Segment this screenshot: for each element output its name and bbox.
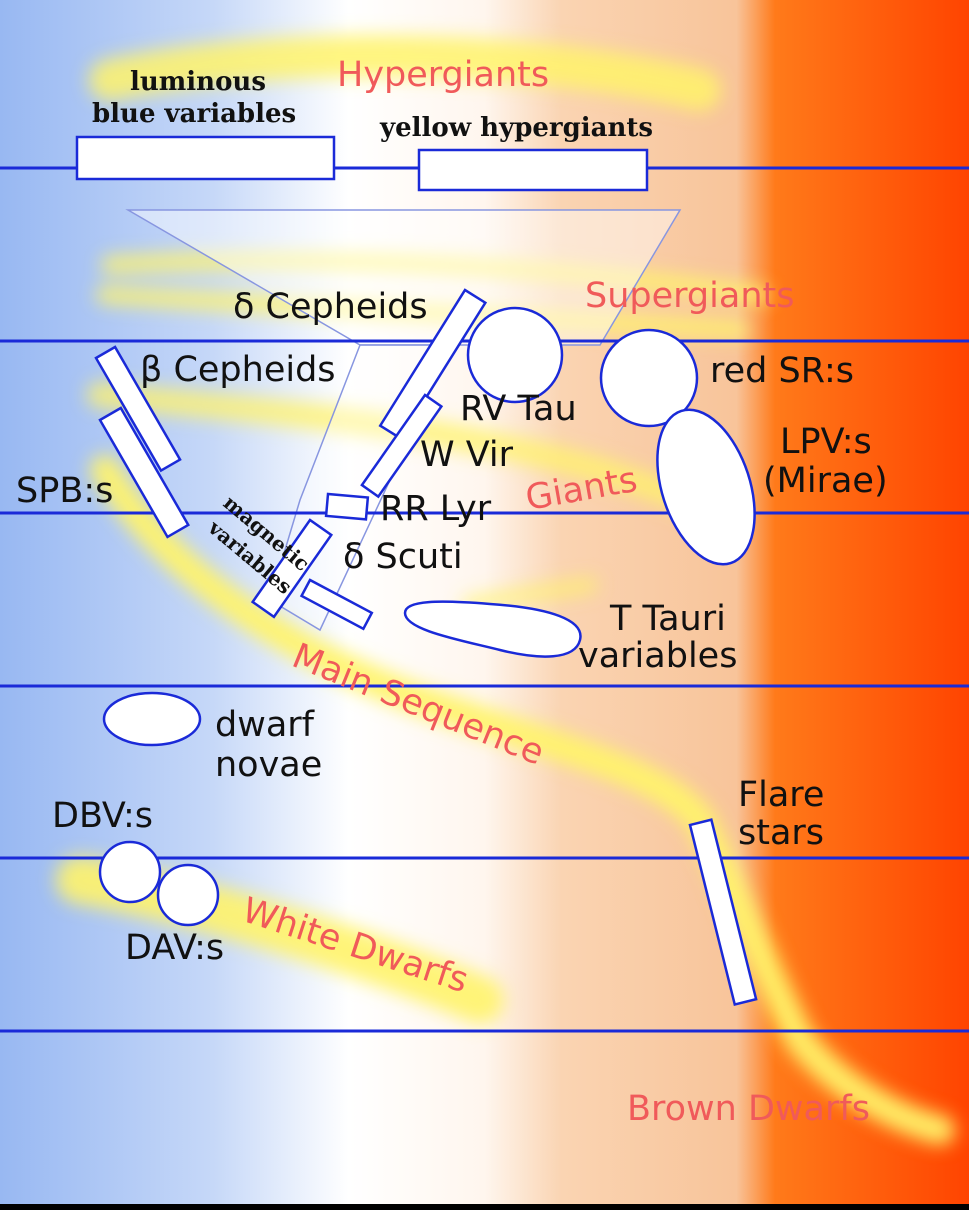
red-sr-region (599, 328, 699, 428)
yellow-hypergiant-region (417, 148, 649, 192)
lbv-region (75, 135, 336, 181)
beta-cepheid-strip (94, 345, 182, 473)
flare-stars-label-line1: Flare (738, 775, 824, 815)
w-vir-label: W Vir (420, 435, 514, 475)
instability-strip (125, 209, 682, 346)
rv-tau-region (466, 306, 564, 404)
flare-stars-label-line2: stars (738, 813, 824, 853)
lpv-region (656, 408, 756, 566)
lpvs-label-line2: (Mirae) (763, 461, 888, 501)
pre-main-sequence-band (462, 577, 598, 613)
rr-lyr-label: RR Lyr (380, 489, 492, 529)
t-tauri-label-line1: T Tauri (609, 599, 726, 639)
rv-tau-label: RV Tau (460, 389, 577, 429)
dwarf-novae-region (102, 691, 202, 747)
hypergiant-band (89, 35, 721, 111)
delta-cepheids-label: δ Cepheids (233, 287, 428, 327)
spbs-label: SPB:s (16, 471, 113, 511)
t-tauri-region (403, 600, 582, 658)
rr-lyr-strip (324, 492, 370, 521)
brown-dwarfs-label: Brown Dwarfs (627, 1089, 870, 1129)
dbvs-label: DBV:s (52, 796, 153, 836)
variable-type-labels: luminous blue variables yellow hypergian… (16, 67, 888, 968)
lbv-label-line2: blue variables (92, 99, 296, 129)
hypergiants-label: Hypergiants (337, 55, 549, 95)
delta-scuti-label: δ Scuti (343, 537, 463, 577)
dwarf-novae-label-line1: dwarf (215, 705, 315, 745)
supergiants-label: Supergiants (585, 276, 794, 316)
delta-scuti-strip (299, 578, 374, 631)
w-vir-strip (360, 393, 444, 499)
t-tauri-label-line2: variables (578, 636, 737, 676)
beta-cepheids-label: β Cepheids (140, 350, 336, 390)
dav-region (156, 863, 220, 927)
flare-star-strip (688, 818, 758, 1007)
dwarf-novae-label-line2: novae (215, 745, 322, 785)
davs-label: DAV:s (125, 928, 224, 968)
yellow-hypergiants-label: yellow hypergiants (379, 113, 653, 143)
red-srs-label: red SR:s (710, 351, 854, 391)
variable-regions (75, 135, 758, 1007)
dbv-region (98, 840, 162, 904)
spb-strip (98, 406, 190, 539)
bottom-border (0, 1204, 969, 1210)
main-sequence-band (90, 455, 955, 1145)
luminosity-bands (56, 35, 955, 1145)
magnetic-variables-strip (250, 518, 334, 619)
supergiant-band-lower (96, 286, 749, 339)
delta-cepheid-strip (378, 288, 488, 441)
lpvs-label-line1: LPV:s (780, 422, 872, 462)
supergiant-band-upper (101, 251, 769, 304)
lbv-label-line1: luminous (130, 67, 266, 97)
